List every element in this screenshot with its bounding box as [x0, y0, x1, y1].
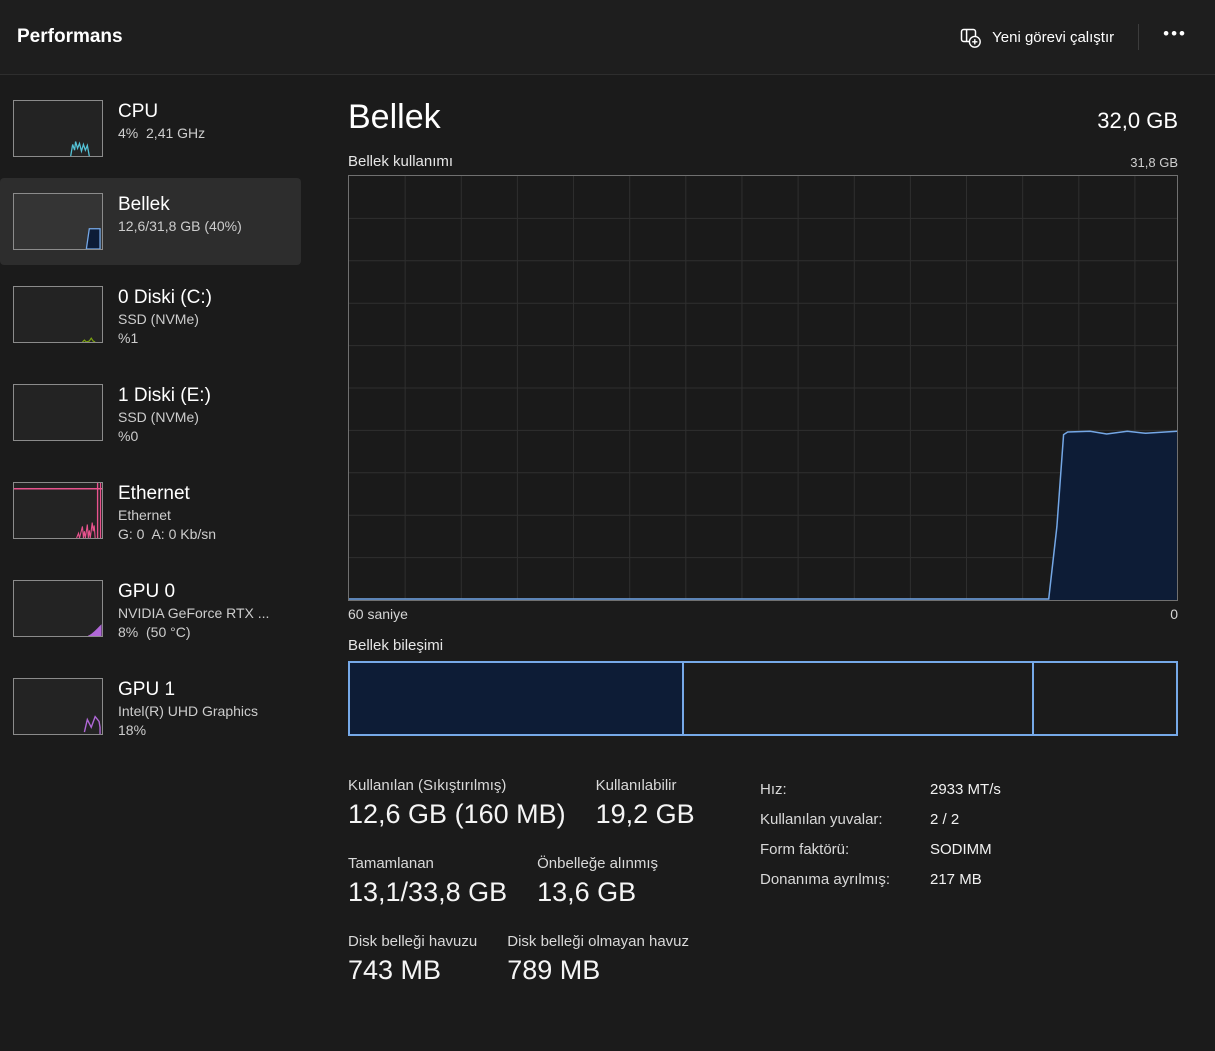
mini-chart-cpu: [13, 100, 103, 157]
detail-value: 2 / 2: [930, 811, 960, 828]
time-span-label: 60 saniye: [348, 606, 408, 622]
stat-cell: Tamamlanan 13,1/33,8 GB: [348, 855, 507, 908]
stat-row: Kullanılan (Sıkıştırılmış) 12,6 GB (160 M…: [348, 777, 1178, 830]
sidebar-item-subtitle: G: 0 A: 0 Kb/sn: [118, 526, 217, 542]
mini-chart-gpu1: [13, 678, 103, 735]
sidebar-item-ethernet[interactable]: Ethernet Ethernet G: 0 A: 0 Kb/sn: [0, 467, 301, 559]
detail-label: Donanıma ayrılmış:: [760, 871, 891, 888]
memory-composition-label: Bellek bileşimi: [348, 637, 444, 654]
stat-value: 13,1/33,8 GB: [348, 877, 508, 907]
sidebar-item-disk1[interactable]: 1 Diski (E:) SSD (NVMe) %0: [0, 369, 301, 461]
detail-value: 2933 MT/s: [930, 781, 1001, 798]
memory-usage-max-label: 31,8 GB: [1130, 155, 1178, 170]
sidebar-item-subtitle: 18%: [118, 722, 147, 738]
memory-usage-label: Bellek kullanımı: [348, 153, 454, 170]
detail-row: Form faktörü: SODIMM: [760, 840, 1178, 860]
sidebar-item-subtitle: Intel(R) UHD Graphics: [118, 703, 259, 719]
composition-segment-standby: [682, 663, 1032, 734]
sidebar-item-subtitle: 4% 2,41 GHz: [118, 125, 206, 141]
detail-label: Kullanılan yuvalar:: [760, 811, 883, 828]
detail-value: SODIMM: [930, 841, 992, 858]
stat-value: 789 MB: [507, 955, 601, 985]
stat-cell: Önbelleğe alınmış 13,6 GB: [537, 855, 658, 908]
stat-cell: Disk belleği olmayan havuz 789 MB: [507, 933, 689, 986]
performance-sidebar: CPU 4% 2,41 GHz Bellek 12,6/31,8 GB (40%) 0 …: [0, 85, 301, 761]
mini-chart-ethernet: [13, 482, 103, 539]
memory-panel: Bellek 32,0 GB Bellek kullanımı 31,8 GB …: [348, 85, 1178, 1011]
sidebar-item-title: GPU 1: [118, 679, 176, 700]
stat-label: Kullanılan (Sıkıştırılmış): [348, 777, 507, 794]
stat-label: Disk belleği havuzu: [348, 933, 478, 950]
composition-segment-free: [1032, 663, 1176, 734]
memory-total: 32,0 GB: [1097, 108, 1178, 133]
new-task-icon: [960, 27, 982, 48]
composition-segment-used: [350, 663, 683, 734]
stat-value: 13,6 GB: [537, 877, 637, 907]
detail-label: Form faktörü:: [760, 841, 850, 858]
sidebar-item-title: Ethernet: [118, 483, 190, 504]
run-new-task-button[interactable]: Yeni görevi çalıştır: [946, 19, 1128, 56]
sidebar-item-subtitle: %1: [118, 330, 139, 346]
mini-chart-gpu0: [13, 580, 103, 637]
sidebar-item-title: CPU: [118, 101, 159, 122]
stat-value: 743 MB: [348, 955, 442, 985]
mini-chart-memory: [13, 193, 103, 250]
mini-chart-disk1: [13, 384, 103, 441]
sidebar-item-cpu[interactable]: CPU 4% 2,41 GHz: [0, 85, 301, 172]
sidebar-item-title: 1 Diski (E:): [118, 385, 211, 406]
sidebar-item-subtitle: 12,6/31,8 GB (40%): [118, 218, 242, 234]
stat-label: Tamamlanan: [348, 855, 434, 872]
sidebar-item-disk0[interactable]: 0 Diski (C:) SSD (NVMe) %1: [0, 271, 301, 363]
sidebar-item-subtitle: SSD (NVMe): [118, 311, 199, 327]
memory-usage-chart: [348, 175, 1178, 601]
ellipsis-icon: •••: [1163, 24, 1187, 43]
stat-value: 12,6 GB (160 MB): [348, 799, 566, 829]
stat-row: Disk belleği havuzu 743 MB Disk belleği ol…: [348, 933, 1178, 986]
sidebar-item-title: Bellek: [118, 194, 170, 215]
stat-label: Önbelleğe alınmış: [537, 855, 659, 872]
detail-row: Hız: 2933 MT/s: [760, 780, 1178, 800]
sidebar-item-memory[interactable]: Bellek 12,6/31,8 GB (40%): [0, 178, 301, 265]
more-options-button[interactable]: •••: [1149, 23, 1201, 51]
top-bar: Performans Yeni görevi çalıştır •••: [0, 0, 1215, 75]
memory-stats: Kullanılan (Sıkıştırılmış) 12,6 GB (160 M…: [348, 777, 1178, 986]
sidebar-item-gpu1[interactable]: GPU 1 Intel(R) UHD Graphics 18%: [0, 663, 301, 755]
detail-row: Kullanılan yuvalar: 2 / 2: [760, 810, 1178, 830]
detail-row: Donanıma ayrılmış: 217 MB: [760, 870, 1178, 890]
stat-label: Disk belleği olmayan havuz: [507, 933, 690, 950]
sidebar-item-title: 0 Diski (C:): [118, 287, 212, 308]
stat-cell: Kullanılabilir 19,2 GB: [596, 777, 695, 830]
sidebar-item-title: GPU 0: [118, 581, 176, 602]
sidebar-item-subtitle: SSD (NVMe): [118, 409, 199, 425]
memory-composition-bar: [348, 661, 1178, 736]
sidebar-item-subtitle: Ethernet: [118, 507, 171, 523]
memory-details: Hız: 2933 MT/s Kullanılan yuvalar: 2 / 2 For…: [760, 780, 1178, 900]
sidebar-item-subtitle: NVIDIA GeForce RTX ...: [118, 605, 270, 621]
stat-cell: Disk belleği havuzu 743 MB: [348, 933, 477, 986]
mini-chart-disk0: [13, 286, 103, 343]
run-new-task-label: Yeni görevi çalıştır: [992, 28, 1115, 46]
stat-row: Tamamlanan 13,1/33,8 GB Önbelleğe alınmış 1…: [348, 855, 1178, 908]
stat-label: Kullanılabilir: [595, 777, 677, 794]
detail-label: Hız:: [760, 781, 787, 798]
time-zero-label: 0: [1170, 606, 1178, 622]
stat-cell: Kullanılan (Sıkıştırılmış) 12,6 GB (160 M…: [348, 777, 566, 830]
toolbar-divider: [1138, 24, 1140, 50]
memory-title: Bellek: [348, 98, 441, 136]
sidebar-item-subtitle: 8% (50 °C): [118, 624, 191, 640]
page-title: Performans: [17, 26, 123, 47]
sidebar-item-subtitle: %0: [118, 428, 139, 444]
detail-value: 217 MB: [930, 871, 982, 888]
sidebar-item-gpu0[interactable]: GPU 0 NVIDIA GeForce RTX ... 8% (50 °C): [0, 565, 301, 657]
stat-value: 19,2 GB: [595, 799, 695, 829]
